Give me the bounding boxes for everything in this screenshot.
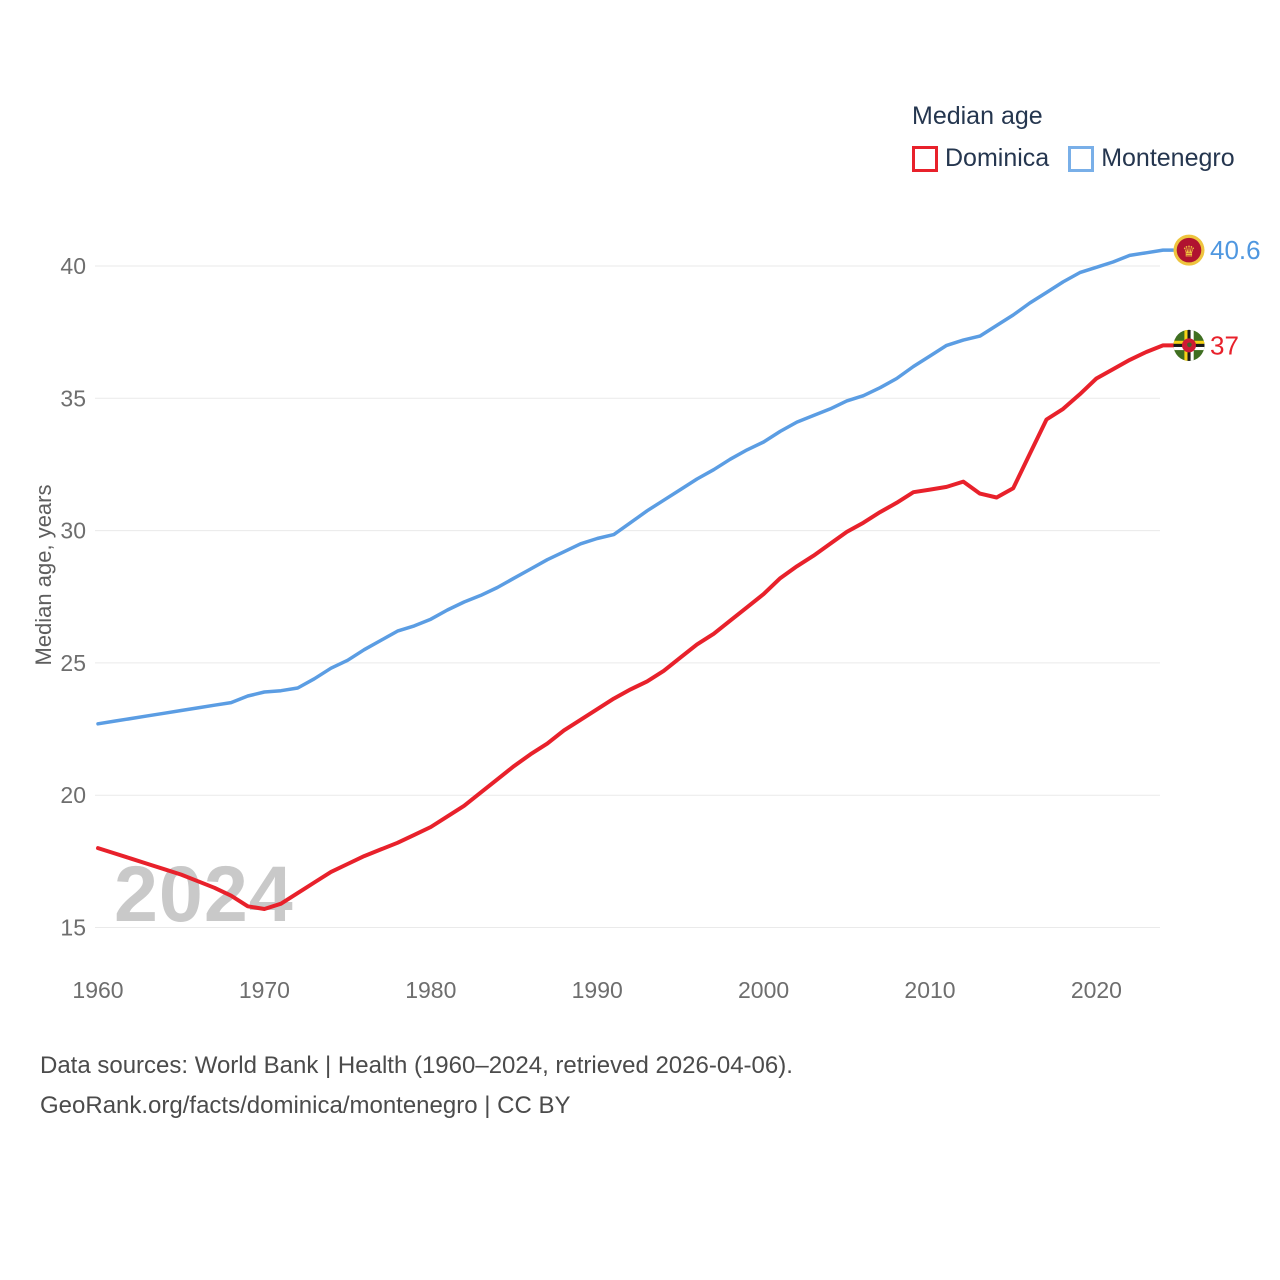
y-axis-title: Median age, years — [31, 484, 56, 666]
footer: Data sources: World Bank | Health (1960–… — [40, 1046, 793, 1126]
legend-item-dominica[interactable]: Dominica — [912, 144, 1049, 173]
y-axis-ticks: 15 20 25 30 35 40 — [60, 253, 86, 941]
footer-attribution: GeoRank.org/facts/dominica/montenegro | … — [40, 1092, 571, 1119]
value-label-dominica: 37 — [1210, 330, 1239, 360]
x-tick-label-2000: 2000 — [738, 977, 789, 1003]
y-tick-label-30: 30 — [60, 518, 86, 544]
x-axis-ticks: 1960 1970 1980 1990 2000 2010 2020 — [72, 977, 1122, 1003]
y-tick-label-35: 35 — [60, 385, 86, 411]
data-lines — [96, 248, 1175, 911]
y-tick-label-40: 40 — [60, 253, 86, 279]
x-tick-label-2020: 2020 — [1071, 977, 1122, 1003]
y-tick-label-15: 15 — [60, 915, 86, 941]
legend-label-montenegro: Montenegro — [1101, 144, 1235, 172]
gridlines — [95, 265, 1160, 928]
legend-items: Dominica Montenegro — [912, 144, 1235, 173]
y-tick-label-25: 25 — [60, 650, 86, 676]
legend-label-dominica: Dominica — [945, 144, 1050, 172]
legend-swatch-dominica-icon — [912, 145, 938, 172]
legend-item-montenegro[interactable]: Montenegro — [1068, 144, 1235, 173]
legend-swatch-montenegro-icon — [1068, 145, 1095, 172]
montenegro-crest-glyph: ♛ — [1182, 244, 1195, 261]
legend: Median age Dominica Montenegro — [912, 102, 1235, 173]
x-tick-label-2010: 2010 — [904, 977, 955, 1003]
footer-data-sources: Data sources: World Bank | Health (1960–… — [40, 1052, 793, 1079]
dominica-flag-icon — [1173, 329, 1205, 361]
value-label-montenegro: 40.6 — [1210, 235, 1261, 265]
y-tick-label-20: 20 — [60, 782, 86, 808]
x-tick-label-1980: 1980 — [405, 977, 456, 1003]
x-tick-label-1970: 1970 — [239, 977, 290, 1003]
x-tick-label-1990: 1990 — [572, 977, 623, 1003]
x-tick-label-1960: 1960 — [72, 977, 123, 1003]
montenegro-flag-icon: ♛ — [1173, 234, 1205, 266]
line-dominica — [96, 343, 1175, 911]
line-montenegro — [96, 248, 1175, 726]
legend-title: Median age — [912, 102, 1043, 130]
